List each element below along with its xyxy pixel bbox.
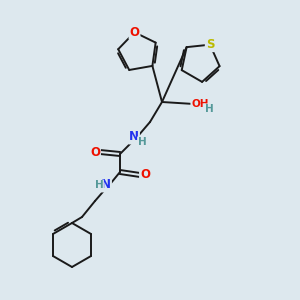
Text: H: H: [205, 104, 213, 114]
Text: OH: OH: [191, 99, 209, 109]
Text: O: O: [130, 26, 140, 39]
Text: H: H: [94, 180, 103, 190]
Text: O: O: [90, 146, 100, 158]
Text: H: H: [138, 137, 146, 147]
Text: O: O: [140, 169, 150, 182]
Text: N: N: [101, 178, 111, 191]
Text: S: S: [206, 38, 214, 51]
Text: N: N: [129, 130, 139, 143]
